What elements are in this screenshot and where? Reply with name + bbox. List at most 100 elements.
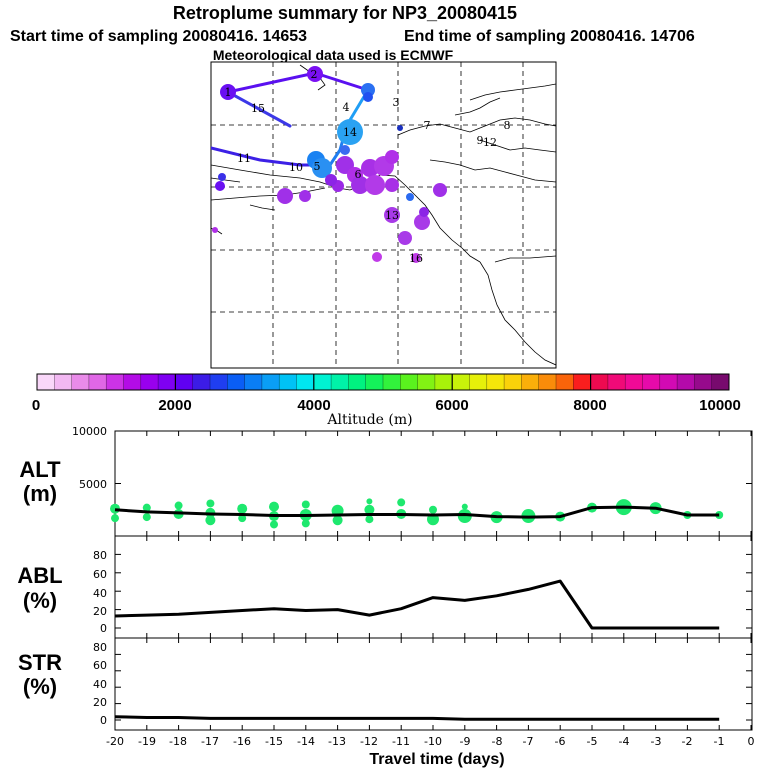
str-y-tick-label: 60 [93, 659, 107, 672]
alt-cluster-point [457, 509, 472, 524]
alt-cluster-point [174, 501, 183, 510]
plume-cluster [385, 178, 399, 192]
start-time-label: Start time of sampling 20080416. 14653 [10, 28, 307, 45]
colorbar-swatch [486, 374, 505, 390]
altitude-colorbar [36, 373, 730, 391]
abl-plot [114, 553, 752, 630]
colorbar-swatch [331, 374, 349, 390]
x-tick-label: -11 [392, 735, 410, 748]
day-marker: 7 [424, 119, 431, 132]
alt-plot [110, 430, 752, 529]
abl-y-tick-label: 0 [100, 622, 107, 635]
alt-cluster-point [205, 515, 216, 526]
str-y-tick-label: 80 [93, 641, 107, 654]
plume-clusters [212, 66, 447, 263]
plume-cluster [384, 207, 400, 223]
colorbar-swatch [607, 374, 626, 390]
day-marker: 14 [343, 126, 357, 139]
colorbar-swatch [140, 374, 159, 390]
x-tick-label: 0 [748, 735, 755, 748]
chart-title: Retroplume summary for NP3_20080415 [173, 3, 517, 23]
plume-cluster [351, 176, 369, 194]
colorbar-swatch [365, 374, 384, 390]
colorbar-swatch [711, 374, 730, 390]
colorbar-swatch [642, 374, 661, 390]
x-tick-label: -1 [714, 735, 725, 748]
str-plot [114, 653, 752, 721]
alt-panel-unit: (m) [23, 481, 57, 506]
colorbar-swatch [417, 374, 436, 390]
day-marker: 6 [355, 168, 362, 181]
alt-cluster-point [366, 498, 373, 505]
alt-y-tick-labels: 10000 5000 [72, 425, 107, 491]
alt-cluster-point [206, 499, 215, 508]
map-panel: 1 2 3 4 5 6 7 8 9 10 11 12 13 14 15 16 [210, 61, 557, 369]
x-axis-ticks [114, 431, 752, 730]
str-y-tick-label: 20 [93, 696, 107, 709]
alt-panel-label: ALT [19, 457, 61, 482]
plume-cluster [340, 145, 350, 155]
str-panel-unit: (%) [23, 674, 57, 699]
colorbar-swatch [452, 374, 470, 390]
plume-cluster [220, 84, 236, 100]
x-tick-label: -18 [169, 735, 187, 748]
colorbar-swatch [625, 374, 643, 390]
colorbar-tick-labels: 0 2000 4000 6000 8000 10000 [32, 397, 741, 414]
colorbar-swatch [573, 374, 591, 390]
alt-cluster-point [301, 519, 310, 528]
plume-cluster [277, 188, 293, 204]
colorbar-swatch [659, 374, 678, 390]
day-marker: 9 [477, 134, 484, 147]
alt-y-tick-label: 10000 [72, 425, 107, 438]
met-data-label: Meteorological data used is ECMWF [213, 47, 454, 63]
plume-cluster [365, 175, 385, 195]
colorbar-swatch [227, 374, 245, 390]
day-marker: 2 [311, 68, 318, 81]
x-tick-label: -8 [492, 735, 503, 748]
plume-cluster [398, 231, 412, 245]
plume-cluster [385, 150, 399, 164]
alt-cluster-point [270, 520, 278, 529]
x-tick-label: -13 [328, 735, 346, 748]
colorbar-tick-label: 10000 [699, 397, 741, 414]
day-marker: 1 [225, 86, 232, 99]
abl-y-tick-label: 40 [93, 587, 107, 600]
colorbar-swatch [504, 374, 522, 390]
colorbar-swatch [106, 374, 124, 390]
colorbar-swatch [123, 374, 142, 390]
alt-cluster-point [301, 500, 310, 509]
colorbar-tick-label: 8000 [573, 397, 606, 414]
alt-cluster-point [142, 503, 151, 512]
alt-cluster-point [237, 503, 248, 514]
alt-cluster-point [111, 514, 119, 523]
plume-cluster [433, 183, 447, 197]
day-marker: 4 [343, 101, 350, 114]
alt-cluster-point [238, 514, 247, 523]
colorbar-swatch [556, 374, 574, 390]
abl-line [114, 579, 720, 630]
abl-panel-label: ABL [17, 563, 62, 588]
alt-cluster-point [269, 501, 279, 512]
colorbar-swatch [279, 374, 297, 390]
alt-cluster-point [461, 503, 468, 510]
plume-cluster [212, 227, 218, 233]
day-marker: 8 [504, 119, 511, 132]
x-tick-label: -9 [460, 735, 471, 748]
colorbar-swatch [590, 374, 609, 390]
colorbar-swatch [469, 374, 488, 390]
x-tick-label: -16 [233, 735, 251, 748]
alt-cluster-point [397, 498, 406, 507]
plume-cluster [337, 119, 363, 145]
plume-cluster [218, 173, 226, 181]
x-tick-label: -15 [265, 735, 283, 748]
day-marker: 15 [251, 102, 265, 115]
str-panel-label: STR [18, 650, 62, 675]
colorbar-swatch [434, 374, 453, 390]
abl-y-tick-label: 80 [93, 549, 107, 562]
x-tick-label: -10 [424, 735, 442, 748]
colorbar-tick-label: 4000 [297, 397, 330, 414]
colorbar-swatch [296, 374, 315, 390]
x-tick-label: -4 [619, 735, 630, 748]
end-time-label: End time of sampling 20080416. 14706 [404, 28, 695, 45]
colorbar-swatch [261, 374, 280, 390]
